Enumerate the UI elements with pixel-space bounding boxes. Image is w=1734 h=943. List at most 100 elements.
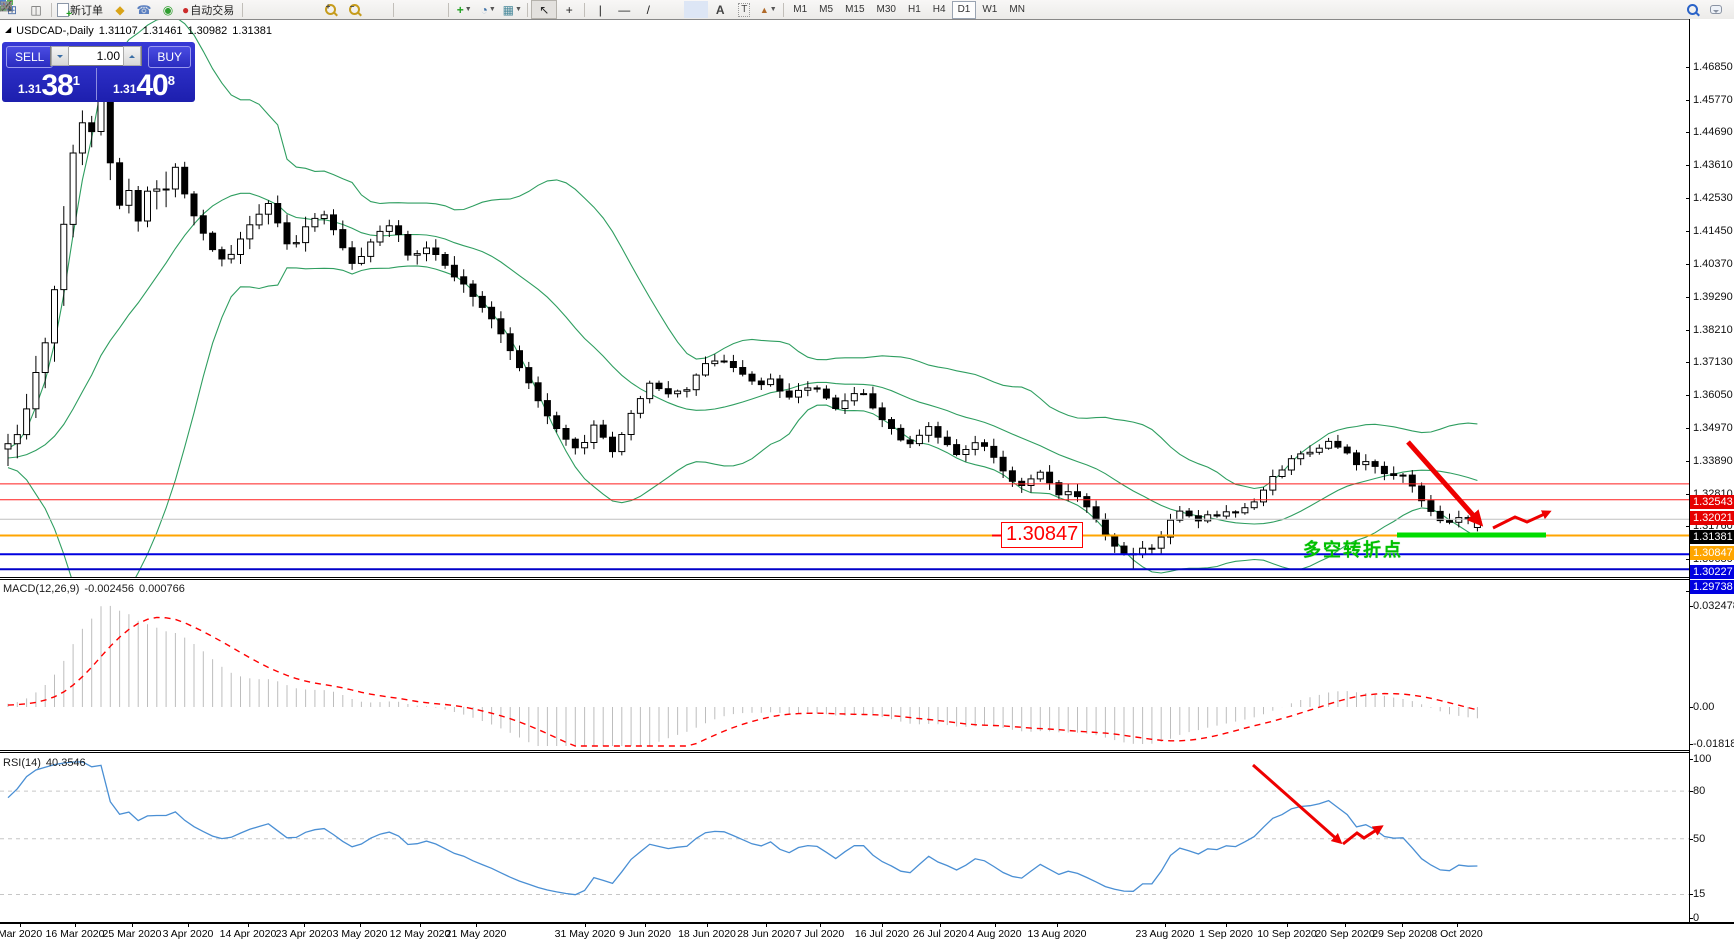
template-button[interactable]: ▦ ▼ [502,2,522,17]
rsi-tick-mark [1689,894,1693,896]
macd-panel[interactable]: MACD(12,26,9) -0.002456 0.000766 [0,580,1689,750]
price-tick-label: 1.37130 [1693,356,1733,369]
indicators-icon[interactable] [0,0,421,18]
date-tick-mark [420,924,421,927]
date-label: 7 Jul 2020 [795,928,845,940]
price-tick-label: 1.42530 [1693,192,1733,205]
panel-separator[interactable] [0,750,1734,753]
date-label: 13 Aug 2020 [1027,928,1087,940]
rsi-panel[interactable]: RSI(14) 40.3546 [0,753,1689,922]
macd-scale-label: -0.018182 [1693,738,1734,750]
fibonacci-icon[interactable]: E [1,0,684,18]
macd-tick-mark [1689,744,1693,745]
price-callout-label[interactable]: 1.30847 [1001,522,1084,548]
panel-separator[interactable] [0,577,1734,580]
timeframe-m5[interactable]: M5 [819,4,834,15]
price-axis[interactable]: 1.46850 1.45770 1.44690 1.43610 1.42530 1.414… [1686,19,1734,922]
hline-icon[interactable]: — [618,2,631,17]
new-order-icon: + [57,2,72,19]
timeframe-d1[interactable]: D1 [951,0,977,19]
sell-button[interactable]: SELL [6,46,54,68]
price-tick-mark [1686,66,1690,68]
buy-button[interactable]: BUY [148,46,191,68]
chart-title: ◢ USDCAD-,Daily 1.31107 1.31461 1.30982 … [5,25,272,37]
volume-decrease-button[interactable] [51,46,69,66]
bounce-arrow[interactable] [1492,510,1552,530]
date-label: 12 May 2020 [389,928,451,940]
macd-scale-label: 0.032478 [1693,600,1734,612]
text-icon[interactable]: A [715,2,725,17]
buy-price[interactable]: 1.31 40 8 [113,69,175,102]
sell-price[interactable]: 1.31 38 1 [2,68,97,101]
period-button[interactable]: ◔ ▼ [480,2,496,17]
date-label: 3 Apr 2020 [162,928,214,940]
timeframe-m1[interactable]: M1 [793,4,808,15]
preview-icon[interactable]: ◫ [30,2,42,17]
vline-icon[interactable]: | [598,2,602,17]
date-axis[interactable]: Mar 2020 16 Mar 2020 25 Mar 2020 3 Apr 2020… [0,924,1734,943]
rsi-scale-label: 50 [1693,832,1706,845]
date-label: 14 Apr 2020 [219,928,277,940]
down-trend-arrow[interactable] [1406,440,1484,527]
search-icon[interactable] [1680,1,1704,18]
macd-histogram [7,605,1478,746]
timeframe-w1[interactable]: W1 [982,4,998,15]
bar-chart-icon[interactable] [1,1,270,18]
new-order-button[interactable]: + 新订单 [55,1,108,19]
main-price-chart[interactable]: ◢ USDCAD-,Daily 1.31107 1.31461 1.30982 … [0,19,1689,578]
date-label: 18 Jun 2020 [678,928,736,940]
price-tick-mark [1686,329,1690,331]
timeframe-m30[interactable]: M30 [876,4,896,15]
date-tick-mark [940,924,941,927]
cursor-icon[interactable]: ↖ [531,0,558,19]
price-tick-mark [1686,99,1690,101]
chat-icon[interactable] [1704,1,1728,18]
candle-chart-icon[interactable] [1,1,294,18]
timeframe-h4[interactable]: H4 [932,4,946,15]
price-tick-label: 1.45770 [1693,93,1733,106]
community-icon[interactable]: ☎ [136,2,152,17]
price-tick-mark [1686,558,1690,560]
ohlc-high: 1.31461 [142,25,183,37]
macd-label: MACD(12,26,9) -0.002456 0.000766 [3,583,185,595]
date-tick-mark [1457,924,1458,927]
price-level-tag-1.32543: 1.32543 [1690,494,1734,509]
price-tick-mark [1686,230,1690,232]
auto-trading-button[interactable]: ● 自动交易 [180,1,239,18]
rsi-down-arrow[interactable] [1252,763,1343,845]
divider [783,2,785,17]
shapes-icon[interactable]: ▲ ▼ [759,4,777,15]
zoom-in-icon[interactable]: + [318,1,342,18]
timeframe-h1[interactable]: H1 [907,4,921,15]
divider [584,2,586,17]
date-label: 4 Aug 2020 [968,928,1022,940]
tile-windows-icon[interactable] [0,0,390,18]
price-tick-mark [1686,525,1690,527]
date-label: 3 May 2020 [332,928,388,940]
price-tick-mark [1686,296,1690,298]
date-tick-mark [1287,924,1288,927]
crosshair-icon[interactable]: + [565,2,573,17]
add-indicator-button[interactable]: + ▼ [456,2,472,17]
bollinger-upper-band [7,20,1478,490]
rsi-bounce-arrow[interactable] [1342,825,1384,846]
signal-icon[interactable]: ◉ [162,2,174,17]
label-icon[interactable]: T [732,1,756,18]
timeframe-m15[interactable]: M15 [845,4,865,15]
channel-icon[interactable]: F [1,1,709,18]
trendline-icon[interactable]: / [646,2,650,17]
rsi-line [7,761,1478,896]
toolbar: ⊞ ◫ + 新订单 ◆ ☎ ◉ ● 自动交易 + − +▼ ◔▼ ▦▼ ↖ + … [0,0,1734,20]
timeframe-mn[interactable]: MN [1009,4,1025,15]
line-chart-icon[interactable] [0,1,318,18]
zoom-out-icon[interactable]: − [342,1,366,18]
volume-increase-button[interactable] [123,46,141,66]
volume-value[interactable]: 1.00 [96,49,120,63]
deposit-icon[interactable]: ◆ [115,2,125,17]
template-icon: ▦ [502,2,514,17]
indicator-list-icon[interactable] [0,1,445,18]
rsi-tick-mark [1689,791,1693,793]
turning-point-text[interactable]: 多空转折点 [1303,540,1403,560]
timeframe-group: M1 M5 M15 M30 H1 H4 D1 W1 MN [787,0,1031,19]
date-label: 20 Sep 2020 [1315,928,1375,940]
